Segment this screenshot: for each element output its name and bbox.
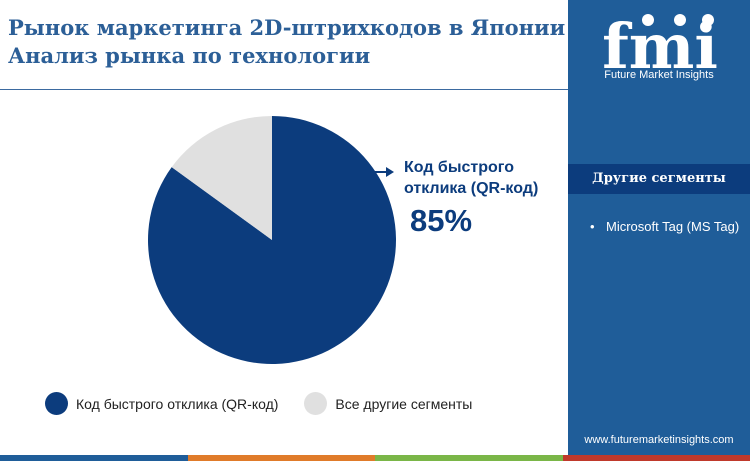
bottom-color-bar xyxy=(0,455,750,461)
logo-globe-dot-3 xyxy=(702,14,714,26)
sidebar-panel: fmi Future Market Insights Другие сегмен… xyxy=(568,0,750,461)
legend-label-qr: Код быстрого отклика (QR-код) xyxy=(76,395,279,412)
other-segments-list: Microsoft Tag (MS Tag) xyxy=(590,217,742,236)
logo-globe-dot-1 xyxy=(642,14,654,26)
chart-legend: Код быстрого отклика (QR-код) Все другие… xyxy=(45,392,498,415)
legend-swatch-other xyxy=(304,392,328,415)
fmi-logo-text: fmi xyxy=(602,10,718,83)
logo-subtitle: Future Market Insights xyxy=(604,69,714,81)
fmi-logo-icon: fmi xyxy=(602,10,718,83)
logo-globe-dot-2 xyxy=(674,14,686,26)
title-divider xyxy=(0,89,568,90)
website-url[interactable]: www.futuremarketinsights.com xyxy=(584,434,734,446)
legend-label-other: Все другие сегменты xyxy=(335,395,473,412)
pie-slice-2 xyxy=(171,116,272,240)
bottom-bar-segment-3 xyxy=(375,455,563,461)
pie-chart xyxy=(148,116,397,364)
pie-slices xyxy=(148,116,397,364)
bottom-bar-segment-1 xyxy=(0,455,188,461)
bottom-bar-segment-2 xyxy=(187,455,375,461)
segment-item: Microsoft Tag (MS Tag) xyxy=(590,217,742,236)
callout-arrow xyxy=(374,167,394,177)
legend-swatch-qr xyxy=(45,392,68,415)
callout-value: 85% xyxy=(410,203,473,238)
bottom-bar-segment-4 xyxy=(562,455,750,461)
legend-item-qr: Код быстрого отклика (QR-код) xyxy=(45,392,278,415)
callout-label: Код быстрого отклика (QR-код) xyxy=(404,159,539,197)
legend-item-other: Все другие сегменты xyxy=(304,392,472,415)
chart-title-line-1: Рынок маркетинга 2D-штрихкодов в Японии xyxy=(8,15,566,40)
chart-title: Рынок маркетинга 2D-штрихкодов в Японии … xyxy=(8,14,568,70)
other-segments-heading: Другие сегменты xyxy=(568,164,750,194)
chart-title-line-2: Анализ рынка по технологии xyxy=(8,43,371,68)
pie-slice-1 xyxy=(148,116,397,364)
